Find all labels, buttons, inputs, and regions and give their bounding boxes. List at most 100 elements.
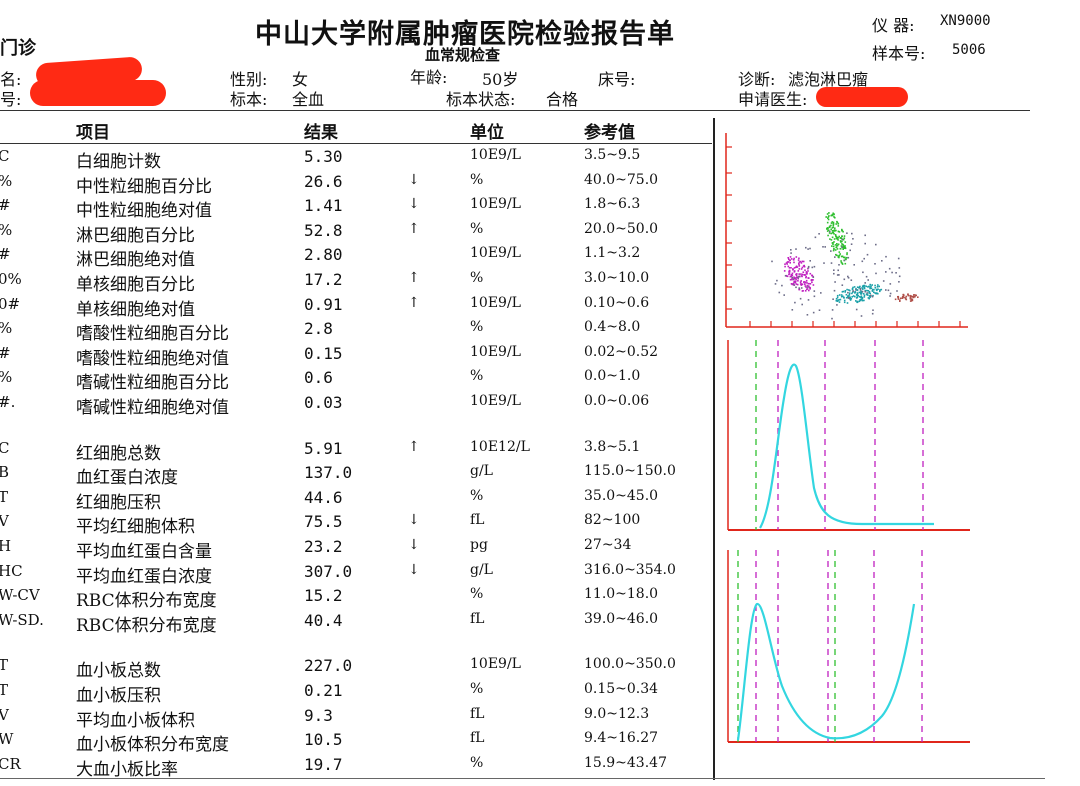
scatter-point — [826, 230, 829, 232]
column-header-item: 项目 — [76, 123, 110, 143]
row-reference: 1.1~3.2 — [584, 245, 641, 262]
scatter-point — [837, 243, 840, 246]
scatter-point — [830, 224, 832, 227]
scatter-point — [792, 278, 795, 281]
row-code: C — [0, 438, 10, 457]
scatter-point — [841, 238, 843, 241]
scatter-point — [805, 279, 808, 282]
scatter-point — [824, 246, 826, 248]
scatter-point — [776, 279, 778, 282]
row-item-name: 嗜碱性粒细胞绝对值 — [76, 398, 229, 418]
scatter-point — [799, 281, 802, 283]
row-code: 0% — [0, 270, 22, 288]
scatter-point — [799, 260, 802, 263]
scatter-point — [863, 257, 865, 260]
row-item-name: 淋巴细胞绝对值 — [76, 250, 195, 271]
row-code: W-SD. — [0, 610, 44, 629]
row-result: 75.5 — [304, 512, 343, 532]
scatter-point — [791, 272, 794, 275]
row-result: 0.6 — [304, 368, 333, 388]
row-reference: 15.9~43.47 — [584, 754, 667, 771]
scatter-point — [899, 299, 901, 301]
scatter-point — [861, 285, 864, 287]
table-row: V 平均血小板体积 9.3 fL 9.0~12.3 — [0, 706, 712, 731]
scatter-point — [897, 296, 899, 298]
sample-number-label: 样本号: — [872, 44, 926, 63]
row-item-name: 白细胞计数 — [76, 152, 161, 172]
scatter-point — [801, 273, 804, 276]
row-unit: % — [470, 319, 484, 336]
row-reference: 3.5~9.5 — [584, 147, 641, 163]
row-result: 23.2 — [304, 537, 343, 556]
scatter-point — [862, 288, 864, 290]
scatter-point — [834, 244, 837, 246]
scatter-point — [798, 268, 801, 270]
scatter-point — [863, 284, 866, 287]
scatter-point — [879, 289, 881, 291]
scatter-point — [795, 274, 798, 277]
scatter-point — [829, 238, 831, 240]
scatter-point — [785, 262, 788, 264]
scatter-point — [866, 253, 869, 256]
scatter-point — [841, 235, 843, 237]
specimen-value: 全血 — [292, 90, 325, 109]
row-code: 0# — [0, 294, 21, 313]
scatter-point — [873, 288, 875, 291]
scatter-point — [872, 309, 874, 311]
scatter-point — [911, 298, 914, 301]
scatter-point — [868, 292, 870, 294]
scatter-point — [793, 257, 795, 260]
scatter-point — [845, 256, 848, 259]
scatter-point — [846, 232, 848, 234]
scatter-point — [834, 249, 837, 251]
row-reference: 82~100 — [584, 512, 641, 529]
scatter-point — [843, 256, 845, 259]
scatter-point — [790, 252, 792, 254]
age-label: 年龄: — [410, 68, 448, 87]
column-header-result: 结果 — [304, 123, 338, 143]
scatter-point — [798, 265, 801, 267]
age-value: 50岁 — [482, 70, 519, 89]
scatter-point — [845, 258, 847, 261]
scatter-point — [861, 290, 864, 293]
scatter-point — [844, 291, 846, 293]
scatter-point — [901, 297, 904, 299]
scatter-point — [812, 279, 814, 281]
table-row: 0# 单核细胞绝对值 0.91 ↑ 10E9/L 0.10~0.6 — [0, 294, 712, 320]
scatter-point — [847, 275, 849, 278]
scatter-point — [880, 288, 883, 291]
row-reference: 316.0~354.0 — [584, 561, 676, 578]
scatter-point — [905, 295, 907, 298]
scatter-point — [845, 293, 848, 296]
scatter-point — [801, 266, 804, 269]
row-reference: 40.0~75.0 — [584, 171, 659, 188]
scatter-point — [790, 249, 792, 251]
scatter-point — [827, 216, 830, 218]
scatter-point — [805, 276, 807, 279]
scatter-point — [852, 238, 854, 240]
row-item-name: 嗜酸性粒细胞绝对值 — [76, 348, 229, 369]
scatter-point — [847, 291, 849, 294]
scatter-point — [837, 255, 840, 257]
scatter-point — [882, 280, 885, 282]
row-item-name: 中性粒细胞绝对值 — [76, 201, 212, 222]
row-result: 0.03 — [304, 393, 343, 412]
scatter-point — [800, 280, 802, 282]
scatter-point — [891, 271, 893, 274]
scatter-point — [895, 272, 897, 274]
scatter-point — [814, 236, 817, 239]
scatter-point — [877, 284, 879, 286]
scatter-point — [838, 256, 840, 259]
scatter-point — [833, 229, 836, 231]
row-unit: % — [470, 171, 484, 188]
scatter-point — [836, 248, 839, 250]
scatter-point — [806, 314, 809, 316]
scatter-point — [807, 266, 810, 269]
scatter-point — [869, 283, 871, 286]
row-unit: g/L — [470, 463, 493, 480]
row-result: 40.4 — [304, 610, 343, 630]
row-result: 1.41 — [304, 196, 343, 216]
scatter-point — [850, 297, 853, 300]
row-item-name: 淋巴细胞百分比 — [76, 225, 195, 246]
scatter-point — [852, 290, 855, 292]
